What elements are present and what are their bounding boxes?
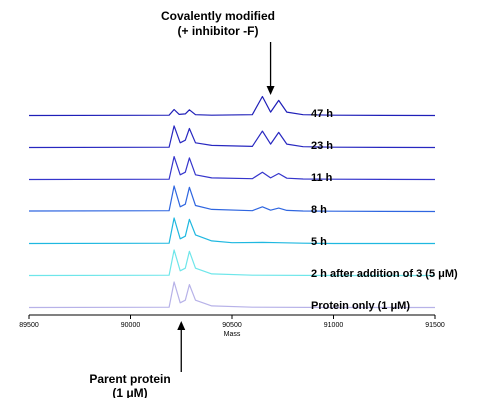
x-tick-label: 90500 [222, 322, 242, 329]
series-6: 2 h after addition of 3 (5 μM) [28, 249, 458, 280]
series-line [28, 217, 435, 245]
series-1: 47 h [28, 95, 436, 120]
series-label: 8 h [311, 204, 327, 216]
series-line [28, 156, 436, 181]
x-tick-label: 89500 [19, 322, 39, 329]
series-line [28, 95, 436, 117]
x-axis-label: Mass [224, 331, 241, 338]
top-annotation-line-2: (+ inhibitor -F) [178, 24, 259, 38]
plot-area: 47 h 23 h 11 h 8 h 5 h 2 h after addition of … [28, 95, 458, 312]
series-5: 5 h [28, 217, 435, 248]
top-annotation-arrowhead [266, 86, 275, 95]
bottom-annotation-arrowhead [177, 321, 186, 330]
series-label: 47 h [311, 108, 333, 120]
series-line [28, 281, 435, 309]
series-2: 23 h [28, 125, 436, 152]
bottom-annotation-line-2: (1 μM) [112, 386, 147, 398]
bottom-annotation: Parent protein (1 μM) [89, 321, 186, 398]
series-line [28, 249, 435, 277]
x-tick-label: 90000 [121, 322, 141, 329]
series-4: 8 h [28, 185, 436, 216]
top-annotation-line-1: Covalently modified [161, 9, 275, 23]
series-label: 5 h [311, 236, 327, 248]
x-axis: 89500 90000 90500 91000 91500 [19, 314, 445, 329]
x-tick-label: 91500 [425, 322, 445, 329]
series-3: 11 h [28, 156, 436, 184]
series-7: Protein only (1 μM) [28, 281, 435, 312]
series-label: 23 h [311, 140, 333, 152]
series-label: 2 h after addition of 3 (5 μM) [311, 268, 458, 280]
bottom-annotation-line-1: Parent protein [89, 372, 170, 386]
series-line [28, 125, 436, 149]
x-tick-label: 91000 [324, 322, 344, 329]
top-annotation: Covalently modified (+ inhibitor -F) [161, 9, 275, 95]
series-label: Protein only (1 μM) [311, 300, 410, 312]
series-line [28, 185, 436, 213]
series-label: 11 h [311, 172, 333, 184]
